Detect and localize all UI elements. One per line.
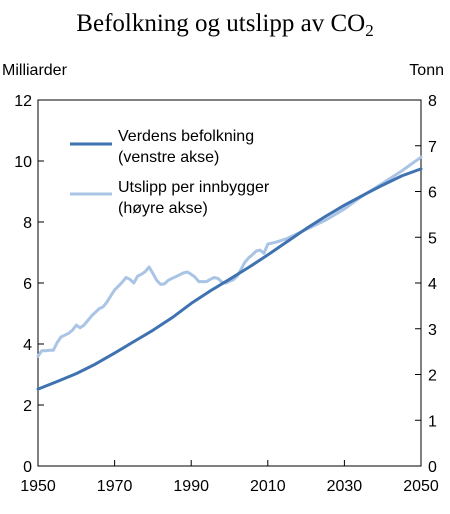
y-left-tick-label-0: 0: [23, 459, 32, 476]
chart-title-subscript: 2: [365, 21, 374, 40]
y-right-tick-label-2: 2: [428, 368, 437, 385]
legend-label-befolkning-axis: (venstre akse): [118, 149, 219, 166]
x-tick-label-1950: 1950: [20, 478, 56, 495]
y-right-tick-label-7: 7: [428, 139, 437, 156]
x-tick-label-2010: 2010: [250, 478, 286, 495]
legend-label-befolkning: Verdens befolkning: [118, 128, 254, 145]
y-left-tick-label-4: 4: [23, 337, 32, 354]
x-tick-label-1970: 1970: [97, 478, 133, 495]
y-left-tick-label-12: 12: [14, 93, 32, 110]
y-right-tick-label-5: 5: [428, 230, 437, 247]
series-line-utslipp: [36, 155, 423, 358]
x-tick-label-1990: 1990: [173, 478, 209, 495]
y-left-tick-label-6: 6: [23, 276, 32, 293]
series-layer: [36, 155, 423, 391]
y-left-tick-label-2: 2: [23, 398, 32, 415]
x-tick-label-2050: 2050: [403, 478, 439, 495]
y-left-tick-label-10: 10: [14, 154, 32, 171]
legend-label-utslipp: Utslipp per innbygger: [118, 179, 270, 196]
y-left-tick-label-8: 8: [23, 215, 32, 232]
y-right-tick-label-4: 4: [428, 276, 437, 293]
y-axis-left-title: Milliarder: [2, 62, 67, 79]
series-line-befolkning: [36, 167, 423, 391]
y-axis-right-title: Tonn: [409, 62, 444, 79]
chart-title-text: Befolkning og utslipp av CO: [76, 10, 366, 37]
legend-label-utslipp-axis: (høyre akse): [118, 200, 208, 217]
y-right-tick-label-1: 1: [428, 413, 437, 430]
x-tick-label-2030: 2030: [327, 478, 363, 495]
plot-area-frame: [37, 99, 422, 467]
chart-title: Befolkning og utslipp av CO2: [0, 10, 450, 41]
y-right-tick-label-8: 8: [428, 93, 437, 110]
y-right-tick-label-0: 0: [428, 459, 437, 476]
y-right-tick-label-6: 6: [428, 185, 437, 202]
legend: Verdens befolkning (venstre akse) Utslip…: [70, 128, 270, 217]
y-right-tick-label-3: 3: [428, 322, 437, 339]
